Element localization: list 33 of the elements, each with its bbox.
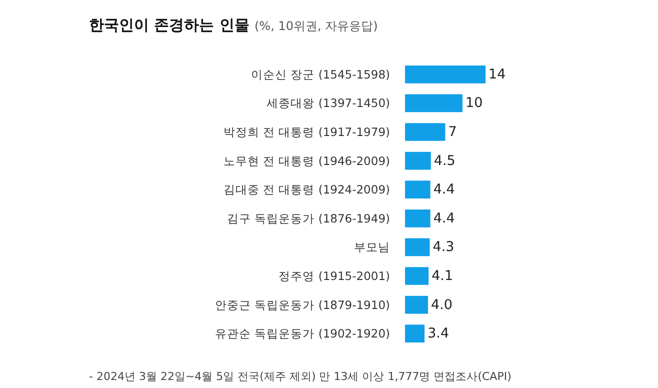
- data-label: 4.5: [434, 152, 456, 169]
- y-tick-label: 노무현 전 대통령 (1946-2009): [223, 154, 390, 168]
- data-label: 4.0: [431, 296, 452, 313]
- bar: [405, 324, 425, 343]
- bar: [405, 267, 429, 285]
- y-tick-label: 안중근 독립운동가 (1879-1910): [215, 298, 390, 312]
- chart-subtitle: (%, 10위권, 자유응답): [254, 18, 378, 33]
- bar: [405, 94, 463, 112]
- y-tick-label: 박정희 전 대통령 (1917-1979): [223, 125, 390, 140]
- data-label: 3.4: [428, 326, 450, 342]
- data-label: 4.4: [433, 210, 455, 226]
- text: - 2024년 3월 22일~4월 5일 전국(제주 제외) 만 13세 이상 1,777명 면접조사(CAPI): [89, 370, 512, 383]
- y-tick-label: 부모님: [354, 240, 390, 254]
- y-tick-label: 세종대왕 (1397-1450): [266, 96, 390, 110]
- data-label: 4.3: [432, 239, 454, 256]
- data-label: 10: [466, 95, 483, 112]
- y-tick-label: 정주영 (1915-2001): [278, 269, 390, 284]
- data-label: 7: [448, 124, 457, 140]
- y-tick-label: 김대중 전 대통령 (1924-2009): [223, 182, 390, 197]
- data-label: 4.1: [432, 268, 454, 284]
- y-tick-label: 이순신 장군 (1545-1598): [251, 67, 390, 82]
- y-tick-label: 김구 독립운동가 (1876-1949): [227, 211, 390, 226]
- text: 한국인이 존경하는 인물: [88, 16, 250, 34]
- bar: [405, 123, 446, 141]
- bar: [405, 180, 430, 199]
- bar: [405, 238, 430, 256]
- data-label: 4.4: [433, 182, 455, 198]
- bar: [405, 152, 431, 170]
- bar: [405, 65, 486, 84]
- bar: [405, 296, 428, 314]
- y-tick-label: 유관순 독립운동가 (1902-1920): [215, 326, 390, 341]
- data-label: 14: [488, 66, 506, 82]
- bar: [405, 209, 430, 228]
